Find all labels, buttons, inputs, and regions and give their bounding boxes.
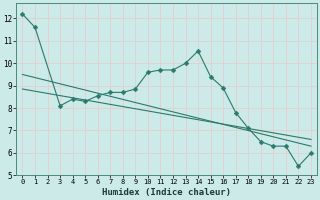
X-axis label: Humidex (Indice chaleur): Humidex (Indice chaleur) (102, 188, 231, 197)
